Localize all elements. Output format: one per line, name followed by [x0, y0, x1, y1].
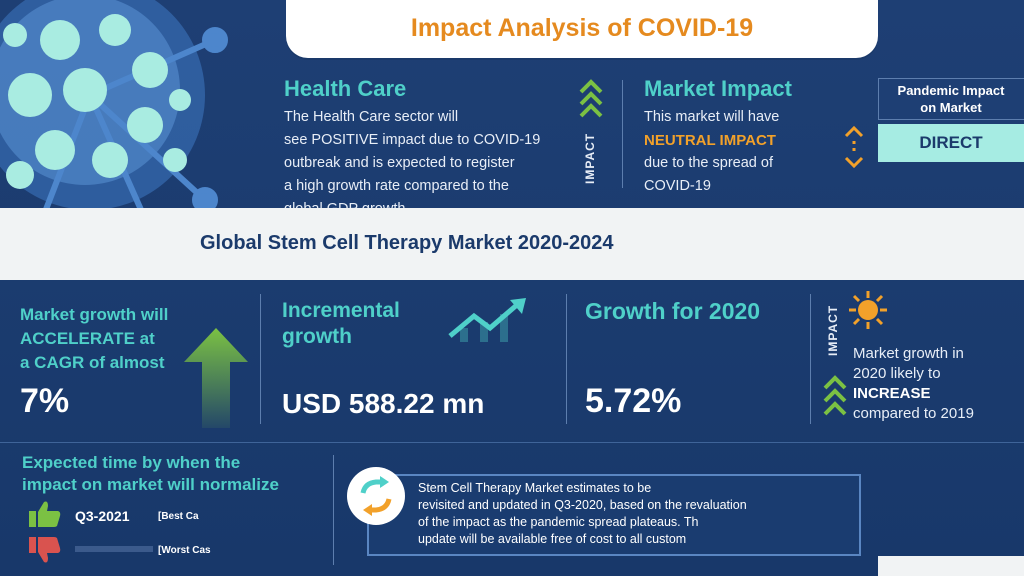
divider [333, 455, 334, 565]
chevron-up-icon [579, 79, 603, 118]
best-case-value: Q3-2021 [75, 508, 130, 524]
divider [566, 294, 567, 424]
growth-2020-value: 5.72% [585, 382, 682, 420]
sun-icon [849, 291, 887, 329]
pandemic-value: DIRECT [919, 133, 983, 152]
impact-label-2: IMPACT [826, 304, 840, 356]
growth-2020-title: Growth for 2020 [585, 298, 761, 324]
updown-arrows-icon [844, 125, 864, 169]
section-title: Global Stem Cell Therapy Market 2020-202… [200, 232, 614, 254]
divider [810, 294, 811, 424]
incremental-text: Incremental growth [282, 299, 400, 348]
title-tab [286, 0, 878, 58]
note-text: Stem Cell Therapy Market estimates to be… [418, 481, 747, 546]
virus-icon [0, 0, 228, 240]
neutral-impact-highlight: NEUTRAL IMPACT [644, 132, 776, 149]
trend-up-icon [448, 298, 526, 342]
footer-corner [878, 556, 1024, 576]
thumbs-up-icon [29, 501, 61, 527]
thumbs-down-icon [29, 537, 61, 563]
best-case-label: [Best Ca [158, 511, 199, 522]
pandemic-value-box [878, 124, 1024, 162]
growth-accel-text: Market growth will ACCELERATE at a CAGR … [20, 305, 169, 372]
pandemic-label: Pandemic Impact on Market [897, 83, 1005, 115]
impact-2020-text: Market growth in 2020 likely to INCREASE… [853, 344, 1023, 424]
health-care-title: Health Care [284, 76, 407, 101]
section-band [0, 208, 1024, 280]
big-arrow-up-icon [184, 328, 248, 428]
refresh-icon [347, 467, 405, 525]
pandemic-label-box [878, 78, 1024, 120]
incremental-value: USD 588.22 mn [282, 388, 485, 419]
note-box [367, 474, 861, 556]
market-impact-title: Market Impact [644, 76, 792, 101]
divider [260, 294, 261, 424]
impact-label: IMPACT [583, 132, 597, 184]
normalize-text: Expected time by when the impact on mark… [22, 453, 279, 494]
divider [622, 80, 623, 188]
page-title: Impact Analysis of COVID-19 [410, 14, 754, 42]
worst-case-label: [Worst Cas [158, 545, 211, 556]
separator [0, 442, 1024, 443]
market-impact-text: This market will have NEUTRAL IMPACT due… [644, 106, 844, 198]
increase-highlight: INCREASE [853, 385, 931, 402]
cagr-value: 7% [20, 382, 70, 420]
worst-case-blur [75, 546, 153, 552]
health-care-text: The Health Care sector will see POSITIVE… [284, 109, 541, 217]
chevron-up-icon [823, 375, 847, 416]
